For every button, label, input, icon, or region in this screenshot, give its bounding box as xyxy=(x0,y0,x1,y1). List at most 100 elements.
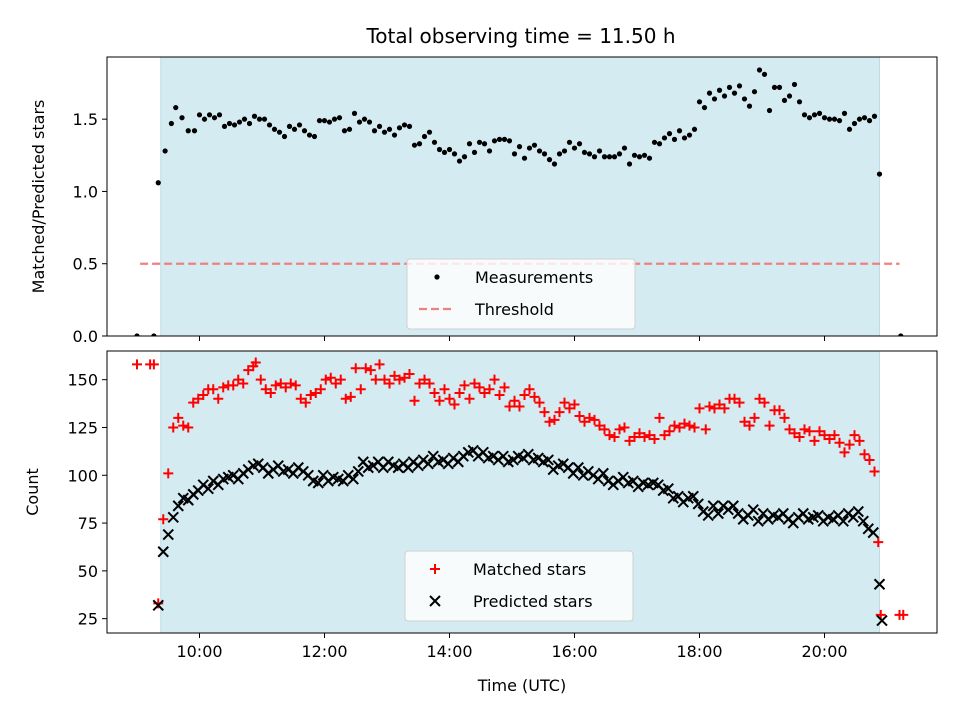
matched-point xyxy=(444,393,455,404)
x-tick-label: 18:00 xyxy=(676,642,722,661)
matched-point xyxy=(198,389,209,400)
matched-point xyxy=(649,433,660,444)
measurement-point xyxy=(801,112,808,118)
y-tick-label: 100 xyxy=(67,466,98,485)
series-predicted-stars xyxy=(152,444,888,627)
matched-point xyxy=(599,424,610,435)
matched-point xyxy=(704,401,715,412)
x-tick-label: 10:00 xyxy=(176,642,222,661)
matched-point xyxy=(539,407,550,418)
measurement-point xyxy=(446,146,453,153)
measurement-point xyxy=(376,123,383,129)
matched-point xyxy=(394,374,405,385)
predicted-point xyxy=(707,500,719,512)
measurement-point xyxy=(251,113,258,119)
matched-point xyxy=(669,420,680,431)
matched-point xyxy=(719,403,730,414)
y-tick-label: 150 xyxy=(67,371,98,390)
matched-point xyxy=(759,397,770,408)
predicted-point xyxy=(873,578,886,590)
measurement-point xyxy=(496,136,503,142)
measurement-point xyxy=(871,113,878,119)
matched-point xyxy=(290,380,301,391)
matched-point xyxy=(654,412,665,423)
matched-point xyxy=(340,393,351,404)
measurement-point xyxy=(162,148,168,154)
matched-point xyxy=(734,397,745,408)
matched-point xyxy=(434,395,445,406)
matched-point xyxy=(794,432,805,443)
predicted-point xyxy=(692,498,704,510)
matched-point xyxy=(168,422,179,433)
matched-point xyxy=(173,412,184,423)
matched-point xyxy=(355,384,366,395)
measurement-point xyxy=(296,122,303,128)
measurement-point xyxy=(556,151,563,157)
axes-frame xyxy=(106,350,938,634)
legend-label: Matched stars xyxy=(473,560,586,579)
measurement-point xyxy=(521,155,528,161)
measurement-point xyxy=(661,135,668,141)
y-tick-label: 25 xyxy=(78,610,98,629)
measurement-point xyxy=(806,115,813,121)
predicted-point xyxy=(712,507,724,520)
matched-point xyxy=(574,411,585,422)
matched-point xyxy=(183,422,194,433)
measurement-point xyxy=(271,126,278,132)
measurement-point xyxy=(426,129,433,135)
measurement-point xyxy=(461,154,468,160)
matched-point xyxy=(544,416,555,427)
matched-point xyxy=(529,391,540,402)
measurement-point xyxy=(168,120,174,127)
legend-label: Threshold xyxy=(474,300,554,319)
predicted-point xyxy=(152,599,164,611)
legend-box xyxy=(406,258,636,330)
predicted-point xyxy=(867,526,879,539)
measurement-point xyxy=(336,115,343,121)
matched-point xyxy=(178,420,189,431)
matched-point xyxy=(664,426,675,437)
matched-point xyxy=(228,380,239,391)
measurement-point xyxy=(196,112,203,118)
measurement-point xyxy=(456,158,463,164)
measurement-point xyxy=(796,99,803,105)
predicted-point xyxy=(687,490,699,503)
measurement-point xyxy=(681,135,688,141)
x-tick-label: 20:00 xyxy=(801,642,847,661)
matched-point xyxy=(320,374,331,385)
predicted-point xyxy=(347,473,359,485)
matched-point xyxy=(559,397,570,408)
measurement-point xyxy=(846,126,853,132)
predicted-point xyxy=(597,467,609,480)
measurement-point xyxy=(856,116,863,122)
measurement-point xyxy=(361,116,368,122)
matched-point xyxy=(305,389,316,400)
measurement-point xyxy=(226,120,233,127)
measurement-point xyxy=(516,144,523,150)
measurement-point xyxy=(471,149,478,156)
measurement-point xyxy=(771,84,778,90)
measurement-point xyxy=(306,132,313,138)
measurement-point xyxy=(151,333,157,336)
measurement-point xyxy=(706,90,713,96)
measurement-point xyxy=(626,161,633,167)
matched-point xyxy=(153,598,164,609)
measurement-point xyxy=(616,151,623,157)
predicted-point xyxy=(202,482,214,495)
matched-point xyxy=(315,384,326,395)
x-tick-label: 16:00 xyxy=(551,642,597,661)
matched-point xyxy=(424,378,435,389)
measurement-point xyxy=(526,145,533,151)
predicted-point xyxy=(352,465,364,478)
matched-point xyxy=(589,414,600,425)
matched-point xyxy=(684,420,695,431)
measurement-point xyxy=(831,116,838,122)
measurement-point xyxy=(571,145,578,151)
y-tick-label: 1.5 xyxy=(73,110,98,129)
matched-point xyxy=(749,412,760,423)
matched-point xyxy=(844,439,855,450)
measurement-point xyxy=(611,154,618,160)
measurement-point xyxy=(391,132,398,138)
measurement-point xyxy=(185,128,191,134)
matched-point xyxy=(464,393,475,404)
